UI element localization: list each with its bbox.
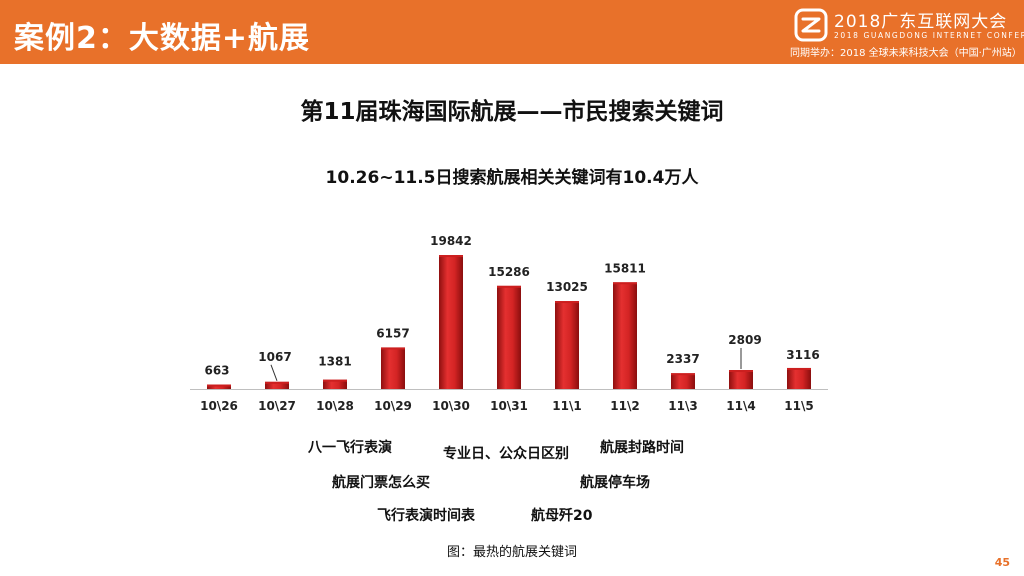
bar-top-cap [265, 381, 289, 384]
conference-name: 2018广东互联网大会 [834, 12, 1008, 32]
x-tick-label: 10\29 [374, 399, 412, 413]
x-tick-label: 10\28 [316, 399, 354, 413]
bar-10-29 [381, 347, 405, 389]
data-label: 15811 [604, 261, 646, 275]
x-tick-label: 11\5 [784, 399, 813, 413]
keyword-label: 专业日、公众日区别 [443, 446, 569, 462]
bar-10-31 [497, 285, 521, 389]
bar-11-3 [671, 373, 695, 389]
data-label: 13025 [546, 280, 588, 294]
bar-top-cap [729, 370, 753, 373]
keyword-label: 航展门票怎么买 [332, 475, 430, 491]
x-tick-label: 11\3 [668, 399, 697, 413]
keyword-label: 航展封路时间 [600, 440, 684, 456]
bar-top-cap [497, 285, 521, 288]
page-number: 45 [994, 556, 1010, 569]
x-tick-label: 10\27 [258, 399, 296, 413]
bar-10-26 [207, 384, 231, 389]
x-tick-label: 10\30 [432, 399, 470, 413]
data-label: 19842 [430, 234, 472, 248]
bar-top-cap [671, 373, 695, 376]
x-tick-label: 11\4 [726, 399, 755, 413]
figure-caption: 图：最热的航展关键词 [446, 545, 577, 560]
conference-subtitle: 同期举办：2018 全球未来科技大会（中国·广州站） [790, 48, 1022, 59]
x-tick-label: 11\2 [610, 399, 639, 413]
bar-10-30 [439, 255, 463, 389]
bar-11-4 [729, 370, 753, 389]
bar-top-cap [381, 347, 405, 350]
header-bar: 案例2：大数据+航展 2018广东互联网大会 2018 GUANGDONG IN… [0, 0, 1024, 64]
keyword-label: 航展停车场 [580, 475, 650, 491]
data-label: 6157 [376, 326, 409, 340]
data-label: 1067 [258, 350, 291, 364]
label-leader-line [270, 364, 278, 381]
bar-11-1 [555, 301, 579, 389]
bar-top-cap [207, 384, 231, 387]
main-title: 第11届珠海国际航展——市民搜索关键词 [300, 99, 724, 125]
data-label: 3116 [786, 348, 819, 362]
x-tick-label: 10\26 [200, 399, 238, 413]
slide-title: 案例2：大数据+航展 [14, 21, 311, 56]
bar-top-cap [323, 379, 347, 382]
bar-11-5 [787, 367, 811, 389]
bar-11-2 [613, 282, 637, 389]
x-tick-label: 10\31 [490, 399, 528, 413]
bar-top-cap [787, 367, 811, 370]
bar-top-cap [439, 255, 463, 258]
bar-10-28 [323, 379, 347, 389]
bar-top-cap [555, 301, 579, 304]
data-label: 2809 [728, 333, 761, 347]
keyword-label: 飞行表演时间表 [377, 508, 475, 524]
x-tick-label: 11\1 [552, 399, 581, 413]
bar-top-cap [613, 282, 637, 285]
data-label: 2337 [666, 352, 699, 366]
bar-10-27 [265, 381, 289, 389]
data-label: 663 [204, 364, 229, 378]
keyword-label: 航母歼20 [531, 508, 593, 524]
conference-name-en: 2018 GUANGDONG INTERNET CONFERENCE [834, 31, 1024, 40]
keyword-label: 八一飞行表演 [308, 440, 392, 456]
data-label: 1381 [318, 355, 351, 369]
data-label: 15286 [488, 265, 530, 279]
chart-subtitle: 10.26~11.5日搜索航展相关关键词有10.4万人 [325, 168, 699, 188]
conference-logo-icon [794, 8, 828, 42]
